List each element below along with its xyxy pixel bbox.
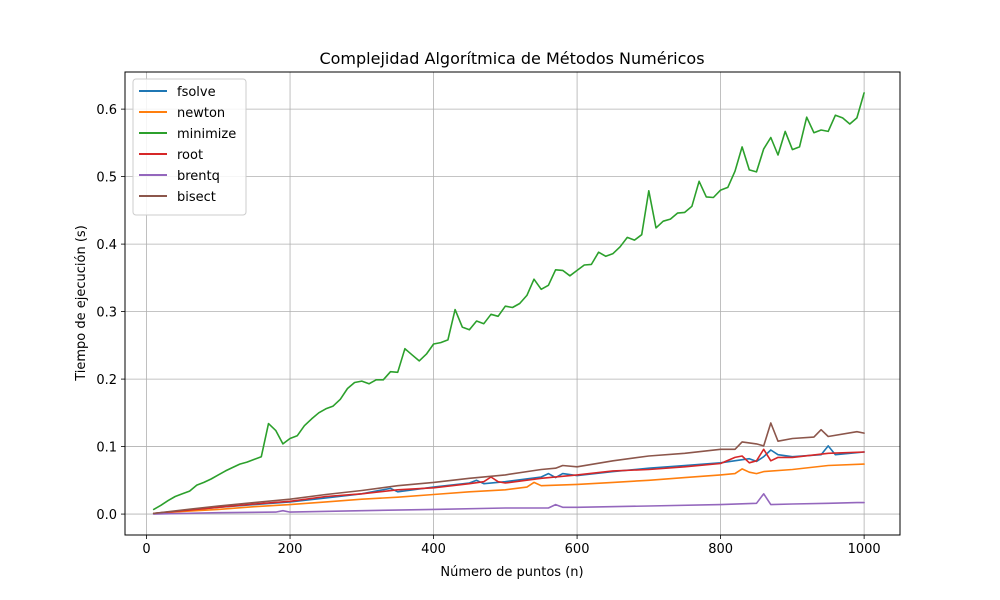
legend-label-minimize: minimize [177, 127, 236, 142]
axis-ticks: 0 200 400 600 800 1000 0.0 0.1 0.2 0.3 0.4 0.5 0.6 [96, 103, 880, 557]
series-line-bisect [152, 422, 865, 515]
x-axis-label: Número de puntos (n) [440, 565, 583, 580]
x-tick-label: 800 [708, 542, 733, 557]
y-tick-label: 0.5 [96, 171, 117, 186]
y-tick-label: 0.0 [96, 508, 117, 523]
legend-label-brentq: brentq [177, 169, 220, 184]
y-tick-label: 0.4 [96, 238, 117, 253]
y-tick-label: 0.2 [96, 373, 117, 388]
legend-label-bisect: bisect [177, 190, 216, 205]
x-tick-label: 400 [421, 542, 446, 557]
chart-title: Complejidad Algorítmica de Métodos Numér… [319, 49, 704, 68]
series-line-minimize [152, 92, 865, 511]
legend-label-root: root [177, 148, 203, 163]
series-line-root [152, 448, 865, 515]
x-tick-label: 200 [278, 542, 303, 557]
x-tick-label: 1000 [848, 542, 881, 557]
y-tick-label: 0.3 [96, 306, 117, 321]
series-line-brentq [152, 492, 865, 515]
legend-label-newton: newton [177, 106, 225, 121]
y-axis-label: Tiempo de ejecución (s) [74, 225, 89, 382]
legend: fsolve newton minimize root brentq bisect [132, 78, 247, 216]
y-tick-label: 0.1 [96, 441, 117, 456]
plot-frame [124, 71, 901, 536]
legend-label-fsolve: fsolve [177, 85, 216, 100]
series-line-newton [152, 463, 865, 515]
y-tick-label: 0.6 [96, 103, 117, 118]
x-tick-label: 600 [565, 542, 590, 557]
series-lines [152, 92, 865, 515]
x-tick-label: 0 [142, 542, 150, 557]
grid [125, 72, 900, 535]
